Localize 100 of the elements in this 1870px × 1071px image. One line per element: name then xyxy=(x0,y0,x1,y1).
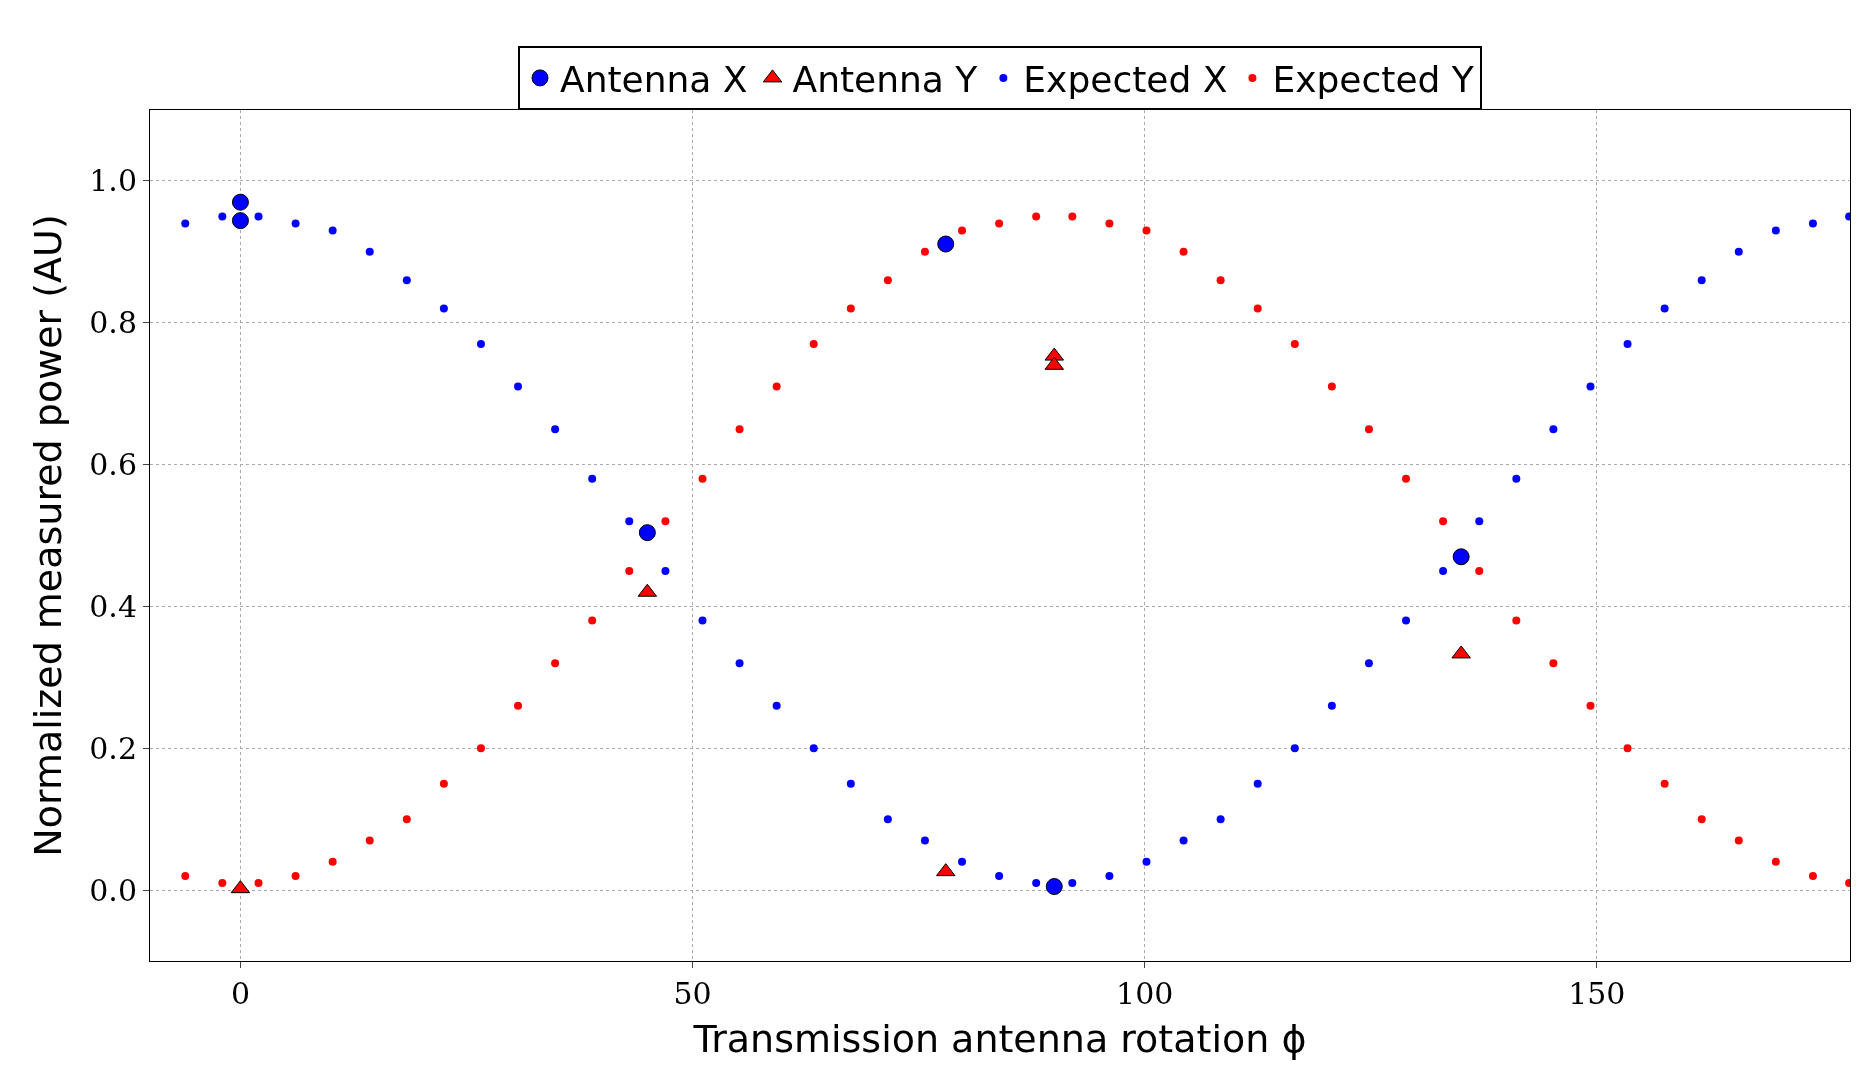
point xyxy=(476,744,485,753)
point xyxy=(181,871,190,880)
x-tick-label: 50 xyxy=(673,976,712,1011)
point xyxy=(995,871,1004,880)
point xyxy=(514,701,523,710)
point xyxy=(1364,659,1373,668)
point xyxy=(1402,616,1411,625)
point xyxy=(402,276,411,285)
point xyxy=(846,304,855,313)
point xyxy=(1475,566,1484,575)
point xyxy=(231,193,249,211)
point xyxy=(476,340,485,349)
point xyxy=(735,425,744,434)
legend-label: Antenna Y xyxy=(792,58,979,100)
point xyxy=(1512,616,1521,625)
point xyxy=(1290,340,1299,349)
y-tick-label: 0.8 xyxy=(89,305,137,341)
point xyxy=(588,474,597,483)
point xyxy=(1452,548,1470,566)
point xyxy=(625,566,634,575)
point xyxy=(1216,276,1225,285)
point xyxy=(291,219,300,228)
point xyxy=(1179,247,1188,256)
y-tick-label: 0.2 xyxy=(89,730,137,766)
point xyxy=(883,276,892,285)
point xyxy=(1045,878,1063,896)
point xyxy=(920,836,929,845)
y-tick-label: 0.6 xyxy=(89,447,137,483)
y-tick-label: 0.4 xyxy=(89,588,137,624)
point xyxy=(254,212,263,221)
point xyxy=(181,219,190,228)
point xyxy=(439,304,448,313)
point xyxy=(365,836,374,845)
point xyxy=(218,878,227,887)
point xyxy=(1068,878,1077,887)
point xyxy=(1142,226,1151,235)
point xyxy=(1771,857,1780,866)
point xyxy=(809,340,818,349)
point xyxy=(439,779,448,788)
point xyxy=(698,616,707,625)
point xyxy=(551,425,560,434)
point xyxy=(1451,645,1471,659)
point xyxy=(846,779,855,788)
point xyxy=(958,226,967,235)
point xyxy=(638,524,656,542)
point xyxy=(1364,425,1373,434)
y-tick-label: 0.0 xyxy=(89,872,137,908)
point xyxy=(920,247,929,256)
point xyxy=(1327,701,1336,710)
point xyxy=(1660,304,1669,313)
point xyxy=(625,517,634,526)
point xyxy=(883,815,892,824)
point xyxy=(1032,878,1041,887)
point xyxy=(1327,382,1336,391)
point xyxy=(1549,659,1558,668)
point xyxy=(254,878,263,887)
point xyxy=(1253,304,1262,313)
point xyxy=(1475,517,1484,526)
point xyxy=(551,659,560,668)
point xyxy=(809,744,818,753)
point xyxy=(1068,212,1077,221)
point xyxy=(514,382,523,391)
point xyxy=(1290,744,1299,753)
point xyxy=(1734,836,1743,845)
point xyxy=(1808,871,1817,880)
point xyxy=(958,857,967,866)
legend-label: Expected X xyxy=(1023,58,1228,100)
point xyxy=(1216,815,1225,824)
point xyxy=(291,871,300,880)
point xyxy=(937,235,955,253)
x-tick-label: 0 xyxy=(230,976,250,1011)
x-tick-label: 150 xyxy=(1568,976,1626,1011)
point xyxy=(735,659,744,668)
point xyxy=(1586,701,1595,710)
point xyxy=(1549,425,1558,434)
point xyxy=(1439,517,1448,526)
legend-label: Antenna X xyxy=(560,58,748,100)
point xyxy=(661,566,670,575)
point xyxy=(1402,474,1411,483)
point xyxy=(1808,219,1817,228)
point xyxy=(1734,247,1743,256)
point xyxy=(1032,212,1041,221)
point xyxy=(365,247,374,256)
point xyxy=(1253,779,1262,788)
point xyxy=(218,212,227,221)
point xyxy=(402,815,411,824)
point xyxy=(1771,226,1780,235)
point xyxy=(1660,779,1669,788)
point xyxy=(1105,219,1114,228)
x-tick-label: 100 xyxy=(1116,976,1174,1011)
point xyxy=(1105,871,1114,880)
point xyxy=(936,863,956,877)
y-tick-label: 1.0 xyxy=(89,163,137,199)
point xyxy=(772,382,781,391)
point xyxy=(698,474,707,483)
point xyxy=(1179,836,1188,845)
point xyxy=(1439,566,1448,575)
point xyxy=(995,219,1004,228)
point xyxy=(772,701,781,710)
legend-label: Expected Y xyxy=(1272,58,1475,100)
